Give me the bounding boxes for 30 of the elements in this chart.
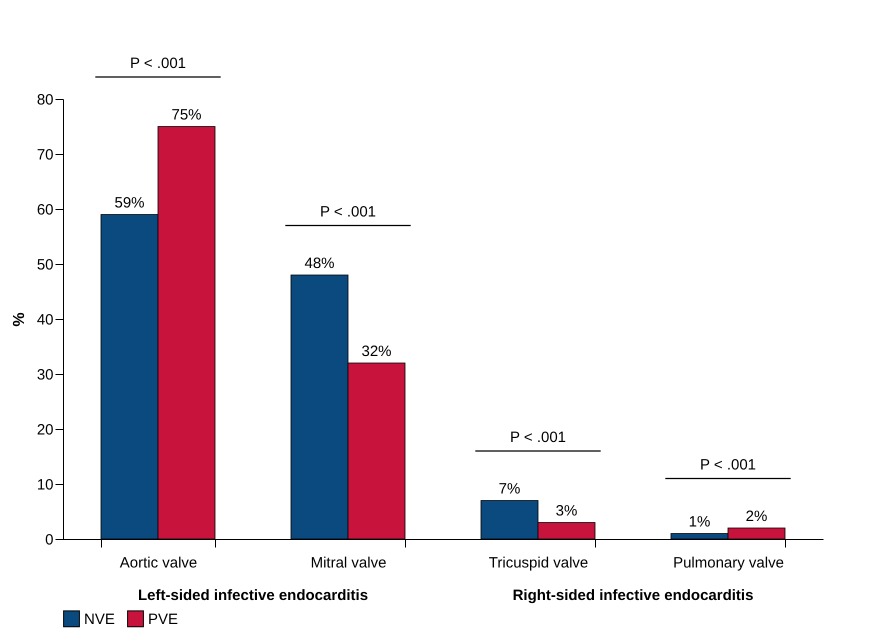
y-tick-label: 60	[36, 202, 54, 218]
data-label: 75%	[171, 106, 202, 124]
annotation: P < .001	[320, 204, 376, 220]
legend-label: NVE	[84, 610, 115, 628]
y-tick-label: 30	[36, 366, 54, 384]
y-tick-label: 0	[45, 532, 54, 548]
data-label: 48%	[304, 255, 335, 272]
data-label: 2%	[746, 508, 768, 525]
data-label: 1%	[688, 514, 710, 530]
y-tick-label: 10	[36, 476, 54, 494]
data-label: 3%	[556, 502, 578, 520]
data-label: 59%	[114, 194, 145, 212]
y-tick-label: 50	[36, 256, 54, 274]
y-tick-label: 40	[36, 312, 54, 328]
x-tick-label: Pulmonary valve	[673, 554, 784, 572]
text: Left-sided infective endocarditis	[138, 587, 368, 604]
y-axis-title: %	[10, 312, 28, 327]
text: Right-sided infective endocarditis	[512, 587, 754, 604]
x-tick-label: Aortic valve	[120, 554, 198, 572]
y-tick-label: 80	[36, 92, 54, 108]
x-tick-label: Mitral valve	[310, 554, 386, 572]
x-tick-label: Tricuspid valve	[488, 554, 588, 572]
data-label: 32%	[361, 343, 392, 360]
y-tick-label: 70	[36, 146, 54, 164]
legend-label: PVE	[148, 610, 178, 628]
annotation: P < .001	[700, 456, 756, 474]
data-label: 7%	[498, 480, 520, 498]
y-tick-label: 20	[36, 422, 54, 438]
text: P < .001	[130, 55, 186, 72]
annotation: P < .001	[510, 429, 566, 446]
